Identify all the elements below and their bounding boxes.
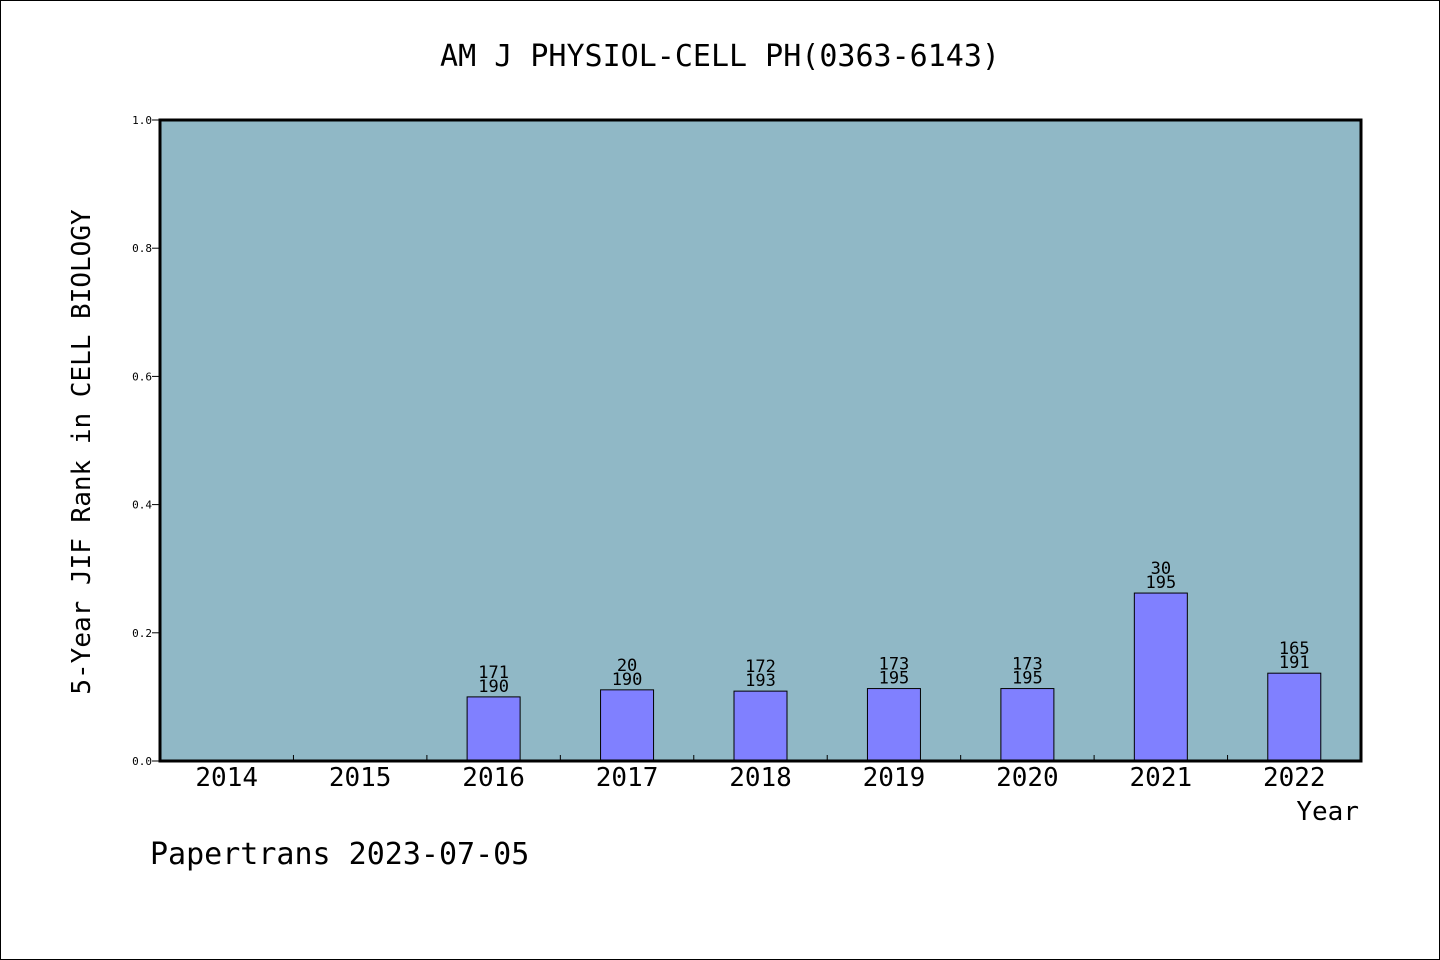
bar-rank-label: 172 (745, 657, 776, 677)
x-tick-label: 2022 (1263, 763, 1326, 793)
bar-2022 (1267, 672, 1322, 762)
x-tick-label: 2020 (996, 763, 1059, 793)
footer-watermark: Papertrans 2023-07-05 (150, 837, 529, 872)
bar-total-label: 195 (1145, 573, 1176, 593)
bar-2018 (733, 690, 788, 762)
x-tick-label: 2017 (596, 763, 659, 793)
x-tick-label: 2015 (329, 763, 392, 793)
bar-total-label: 193 (745, 671, 776, 691)
bar-rank-label: 173 (1012, 655, 1043, 675)
bar-total-label: 195 (879, 669, 910, 689)
bar-total-label: 191 (1279, 653, 1310, 673)
x-axis: 2014 2015 2016 2017 2018 2019 2020 2021 2022 (195, 755, 1326, 793)
bar-2020 (1000, 688, 1055, 762)
bar-rank-label: 30 (1151, 559, 1171, 579)
y-tick-label: 0.6 (132, 370, 152, 383)
x-axis-label: Year (1296, 797, 1359, 827)
bar-rank-label: 20 (617, 656, 637, 676)
bar-2016 (466, 696, 521, 762)
y-axis: 0.0 0.2 0.4 0.6 0.8 1.0 (132, 114, 159, 768)
bar-total-label: 195 (1012, 669, 1043, 689)
x-tick-label: 2019 (863, 763, 926, 793)
bars-layer (466, 592, 1322, 762)
y-axis-label: 5-Year JIF Rank in CELL BIOLOGY (67, 209, 97, 695)
y-tick-label: 0.0 (132, 755, 152, 768)
y-tick-label: 1.0 (132, 114, 152, 127)
y-tick-label: 0.8 (132, 242, 152, 255)
bar-2017 (600, 689, 655, 762)
chart-title: AM J PHYSIOL-CELL PH(0363-6143) (440, 39, 1000, 74)
y-tick-label: 0.4 (132, 499, 152, 512)
plot-border (158, 118, 1363, 763)
y-tick-label: 0.2 (132, 627, 152, 640)
bar-2019 (866, 688, 921, 762)
x-tick-label: 2021 (1130, 763, 1193, 793)
x-tick-label: 2018 (729, 763, 792, 793)
bar-rank-label: 165 (1279, 639, 1310, 659)
bar-total-label: 190 (478, 677, 509, 697)
bar-rank-label: 171 (478, 663, 509, 683)
bar-2021 (1133, 592, 1188, 762)
bar-total-label: 190 (612, 670, 643, 690)
bar-rank-label: 173 (879, 655, 910, 675)
x-tick-label: 2016 (462, 763, 525, 793)
x-tick-label: 2014 (195, 763, 258, 793)
